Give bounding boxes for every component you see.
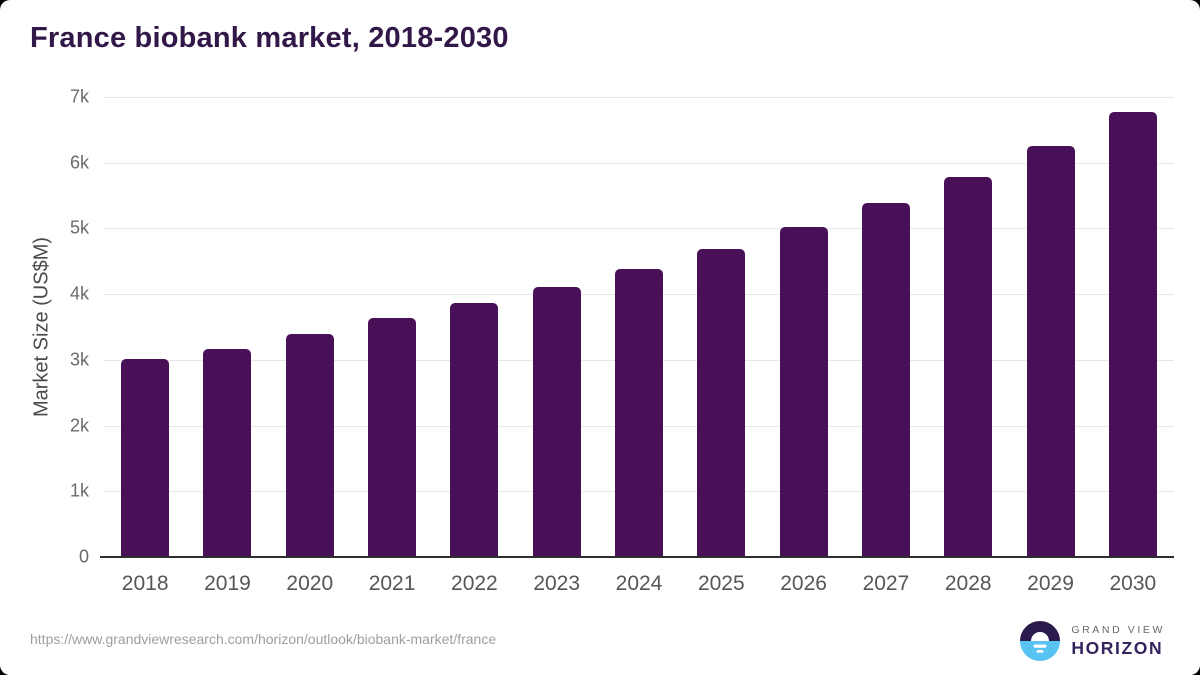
chart-title: France biobank market, 2018-2030 — [30, 22, 509, 54]
y-tick-label: 2k — [69, 415, 89, 436]
bar-2028 — [944, 176, 993, 557]
x-tick-label: 2027 — [862, 572, 910, 595]
x-tick-label: 2025 — [697, 572, 745, 595]
y-tick-label: 3k — [69, 349, 89, 370]
bar-2024 — [615, 268, 663, 557]
y-tick-label: 7k — [69, 86, 89, 107]
bar-2020 — [285, 334, 334, 557]
y-tick-label: 1k — [69, 480, 89, 501]
bar-2022 — [450, 302, 499, 557]
y-tick-label: 0 — [78, 546, 89, 567]
y-tick-label: 5k — [69, 217, 89, 238]
brand-wordmark: GRAND VIEW HORIZON — [1071, 624, 1165, 659]
bar-2029 — [1026, 145, 1075, 557]
source-url: https://www.grandviewresearch.com/horizo… — [30, 631, 497, 647]
bar-2023 — [532, 286, 581, 557]
horizon-sun-logo-icon — [1018, 619, 1062, 663]
y-tick-label: 4k — [69, 283, 89, 304]
x-tick-label: 2018 — [121, 572, 169, 595]
bar-2025 — [697, 248, 746, 557]
bar-2026 — [779, 227, 828, 557]
x-tick-label: 2028 — [944, 572, 992, 595]
x-tick-label: 2030 — [1109, 572, 1157, 595]
gridline — [104, 97, 1174, 98]
x-axis-line — [100, 556, 1174, 558]
bar-2019 — [203, 349, 252, 557]
bar-2027 — [861, 202, 910, 557]
brand-logo: GRAND VIEW HORIZON — [1018, 619, 1165, 663]
x-tick-label: 2024 — [615, 572, 663, 595]
y-axis-title: Market Size (US$M) — [30, 236, 53, 418]
x-tick-label: 2019 — [204, 572, 251, 595]
x-tick-label: 2020 — [286, 572, 334, 595]
bar-2021 — [368, 318, 417, 557]
brand-name-top: GRAND VIEW — [1071, 623, 1165, 636]
x-tick-label: 2026 — [780, 572, 827, 595]
plot-area — [104, 97, 1174, 557]
brand-name-bottom: HORIZON — [1071, 637, 1164, 658]
x-tick-label: 2021 — [368, 572, 416, 595]
gridline — [104, 228, 1174, 230]
bar-2030 — [1108, 112, 1157, 557]
gridline — [104, 162, 1174, 164]
x-tick-label: 2022 — [451, 572, 498, 595]
x-tick-label: 2029 — [1027, 572, 1074, 595]
y-tick-label: 6k — [69, 152, 89, 173]
bar-2018 — [121, 358, 170, 557]
x-tick-label: 2023 — [533, 572, 581, 595]
